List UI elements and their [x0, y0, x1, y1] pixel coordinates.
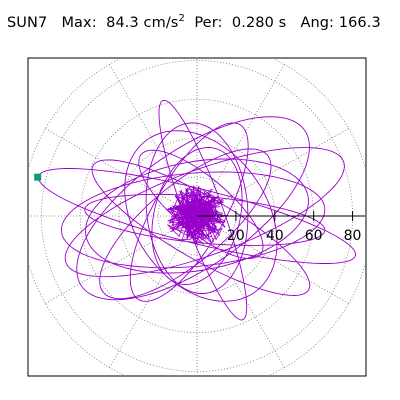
grid-spoke-330	[196, 215, 349, 304]
period-value: 0.280 s	[231, 15, 287, 31]
angle-value: 166.3	[338, 15, 381, 31]
grid-spoke-60	[196, 64, 285, 217]
station-code: SUN7	[7, 15, 48, 31]
radial-tick-label: 20	[227, 228, 245, 244]
radial-ticks: 20 40 60 80	[227, 211, 361, 244]
period-label: Per:	[194, 15, 223, 31]
orbit-core	[165, 184, 228, 246]
plot-frame	[27, 57, 367, 377]
max-value: 84.3 cm/s	[106, 15, 179, 31]
orbit-loops	[38, 99, 356, 321]
max-label: Max:	[61, 15, 97, 31]
radial-tick-label: 80	[344, 228, 362, 244]
grid-spoke-300	[196, 215, 285, 368]
grid-spoke-240	[109, 215, 198, 368]
angle-label: Ang:	[300, 15, 335, 31]
radial-tick-label: 60	[305, 228, 323, 244]
grid-spoke-210	[45, 215, 198, 304]
grid-spoke-150	[45, 128, 198, 217]
max-unit-exponent: 2	[178, 13, 185, 24]
grid-spoke-30	[196, 128, 349, 217]
grid-spoke-120	[109, 64, 198, 217]
chart-header: SUN7 Max: 84.3 cm/s2 Per: 0.280 s Ang: 1…	[7, 13, 381, 31]
orbit-trace	[38, 99, 356, 321]
marker-layer	[34, 173, 42, 181]
max-direction-marker	[34, 173, 42, 181]
radial-tick-label: 40	[266, 228, 284, 244]
